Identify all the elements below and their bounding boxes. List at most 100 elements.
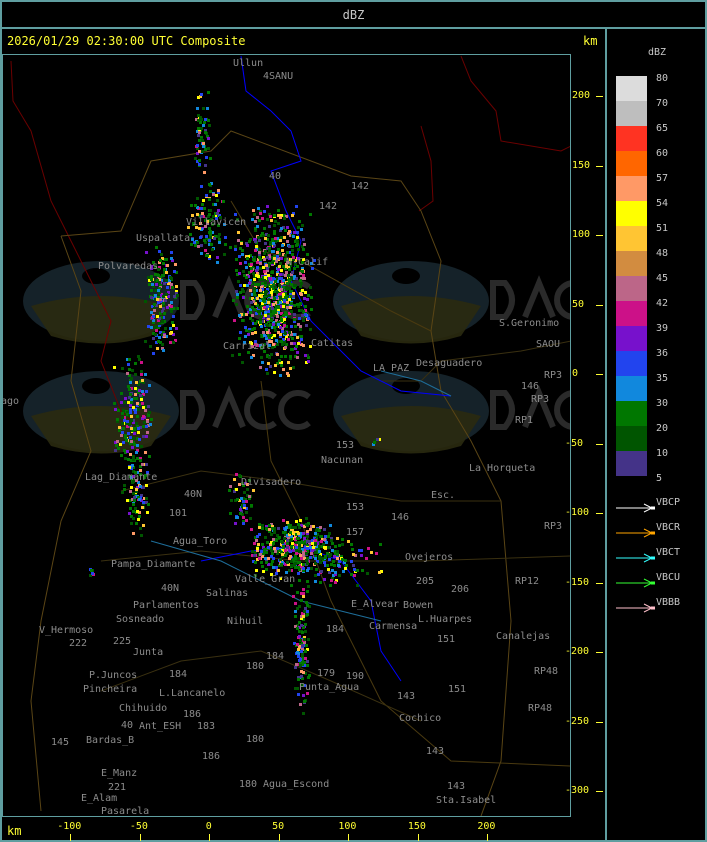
- echo-pixel: [251, 218, 254, 221]
- echo-pixel: [235, 303, 238, 306]
- place-label: 180: [246, 661, 264, 672]
- echo-pixel: [296, 356, 299, 359]
- echo-pixel: [376, 438, 379, 441]
- echo-pixel: [287, 563, 290, 566]
- radar-map[interactable]: Ullun 4SANU Uspallata Polvaredas Villavicen 4…: [2, 54, 571, 817]
- echo-pixel: [148, 279, 151, 282]
- echo-pixel: [126, 420, 129, 423]
- echo-pixel: [292, 558, 295, 561]
- echo-pixel: [141, 463, 144, 466]
- echo-pixel: [175, 327, 178, 330]
- echo-pixel: [150, 326, 153, 329]
- y-tick-label: -250: [565, 715, 590, 727]
- echo-pixel: [255, 245, 258, 248]
- echo-pixel: [136, 510, 139, 513]
- echo-pixel: [261, 543, 264, 546]
- echo-pixel: [245, 266, 248, 269]
- echo-pixel: [294, 543, 297, 546]
- echo-pixel: [298, 309, 301, 312]
- echo-pixel: [300, 670, 303, 673]
- echo-pixel: [234, 522, 237, 525]
- echo-pixel: [238, 314, 241, 317]
- echo-pixel: [162, 262, 165, 265]
- place-label: 153: [336, 440, 354, 451]
- echo-pixel: [300, 650, 303, 653]
- echo-pixel: [265, 337, 268, 340]
- echo-pixel: [249, 289, 252, 292]
- echo-pixel: [256, 266, 259, 269]
- radar-label: VBCR: [656, 522, 681, 533]
- echo-pixel: [284, 254, 287, 257]
- echo-pixel: [268, 247, 271, 250]
- echo-pixel: [254, 551, 257, 554]
- echo-pixel: [235, 258, 238, 261]
- echo-pixel: [306, 557, 309, 560]
- color-swatch: [616, 276, 647, 301]
- echo-pixel: [274, 364, 277, 367]
- echo-pixel: [249, 317, 252, 320]
- echo-pixel: [214, 235, 217, 238]
- echo-pixel: [142, 524, 145, 527]
- echo-pixel: [326, 552, 329, 555]
- echo-pixel: [206, 135, 209, 138]
- echo-pixel: [204, 129, 207, 132]
- echo-pixel: [241, 288, 244, 291]
- scale-label: 39: [656, 323, 669, 334]
- echo-pixel: [164, 299, 167, 302]
- echo-pixel: [285, 265, 288, 268]
- echo-pixel: [251, 554, 254, 557]
- echo-pixel: [315, 529, 318, 532]
- echo-pixel: [296, 561, 299, 564]
- echo-pixel: [309, 286, 312, 289]
- echo-pixel: [293, 231, 296, 234]
- echo-pixel: [203, 239, 206, 242]
- echo-pixel: [297, 523, 300, 526]
- echo-pixel: [301, 648, 304, 651]
- place-label: 225: [113, 636, 131, 647]
- echo-pixel: [271, 326, 274, 329]
- echo-pixel: [306, 604, 309, 607]
- echo-pixel: [127, 458, 130, 461]
- echo-pixel: [306, 648, 309, 651]
- echo-pixel: [278, 277, 281, 280]
- echo-pixel: [329, 524, 332, 527]
- echo-pixel: [128, 512, 131, 515]
- echo-pixel: [330, 563, 333, 566]
- echo-pixel: [299, 302, 302, 305]
- echo-pixel: [145, 497, 148, 500]
- echo-pixel: [238, 272, 241, 275]
- echo-pixel: [173, 270, 176, 273]
- echo-pixel: [290, 342, 293, 345]
- echo-pixel: [273, 255, 276, 258]
- echo-pixel: [301, 641, 304, 644]
- echo-pixel: [280, 355, 283, 358]
- echo-pixel: [143, 497, 146, 500]
- echo-pixel: [136, 457, 139, 460]
- echo-pixel: [115, 444, 118, 447]
- echo-pixel: [253, 542, 256, 545]
- place-label: 205: [416, 576, 434, 587]
- echo-pixel: [138, 358, 141, 361]
- echo-pixel: [264, 276, 267, 279]
- echo-pixel: [142, 381, 145, 384]
- echo-pixel: [270, 340, 273, 343]
- echo-pixel: [296, 265, 299, 268]
- echo-pixel: [298, 526, 301, 529]
- echo-pixel: [334, 573, 337, 576]
- echo-pixel: [160, 316, 163, 319]
- echo-pixel: [142, 425, 145, 428]
- y-tick: [596, 443, 603, 445]
- echo-pixel: [132, 466, 135, 469]
- y-tick-label: 200: [572, 90, 591, 101]
- echo-pixel: [360, 554, 363, 557]
- echo-pixel: [250, 342, 253, 345]
- echo-pixel: [265, 290, 268, 293]
- echo-pixel: [307, 317, 310, 320]
- echo-pixel: [259, 262, 262, 265]
- echo-pixel: [252, 322, 255, 325]
- echo-pixel: [296, 624, 299, 627]
- echo-pixel: [239, 262, 242, 265]
- echo-pixel: [216, 212, 219, 215]
- echo-pixel: [279, 239, 282, 242]
- echo-pixel: [297, 323, 300, 326]
